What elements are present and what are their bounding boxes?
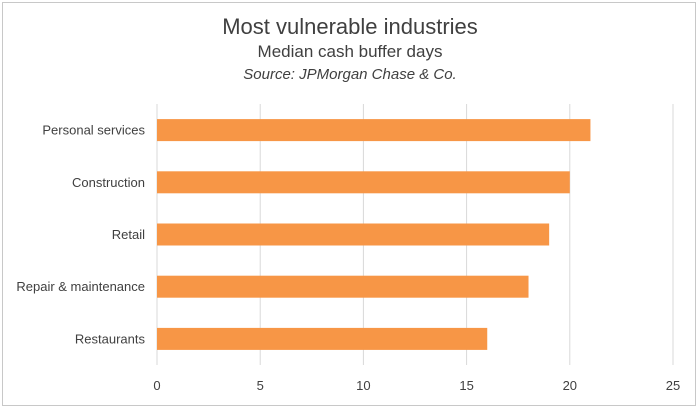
bar bbox=[157, 327, 488, 350]
bar bbox=[157, 275, 529, 298]
category-label: Repair & maintenance bbox=[16, 279, 145, 294]
chart-subtitle: Median cash buffer days bbox=[257, 42, 443, 61]
x-tick-label: 15 bbox=[459, 378, 473, 393]
x-tick-labels: 0 5 10 15 20 25 bbox=[153, 378, 680, 393]
x-tick-label: 25 bbox=[666, 378, 680, 393]
x-tick-label: 10 bbox=[356, 378, 370, 393]
x-tick-label: 5 bbox=[257, 378, 264, 393]
bar bbox=[157, 223, 550, 246]
x-tick-label: 20 bbox=[563, 378, 577, 393]
x-tick-label: 0 bbox=[153, 378, 160, 393]
category-labels: Personal services Construction Retail Repai… bbox=[16, 123, 145, 347]
category-label: Restaurants bbox=[75, 331, 146, 346]
chart-title: Most vulnerable industries bbox=[222, 14, 478, 39]
bar bbox=[157, 171, 570, 194]
bars bbox=[157, 119, 591, 350]
bar bbox=[157, 119, 591, 142]
category-label: Personal services bbox=[42, 123, 145, 138]
chart-source: Source: JPMorgan Chase & Co. bbox=[243, 66, 457, 83]
category-label: Retail bbox=[112, 227, 145, 242]
category-label: Construction bbox=[72, 175, 145, 190]
